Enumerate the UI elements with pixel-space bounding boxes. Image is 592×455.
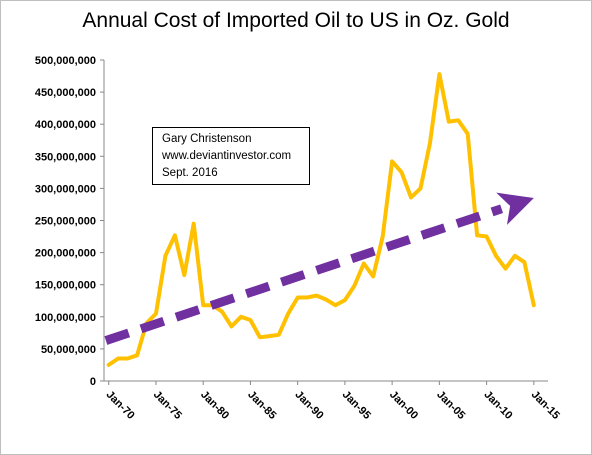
annotation-date: Sept. 2016 [162, 167, 218, 179]
data-point [456, 118, 460, 122]
x-tick-label: Jan-05 [434, 389, 467, 422]
data-point [324, 297, 328, 302]
x-tick-label: Jan-90 [293, 389, 326, 422]
data-point [362, 261, 366, 266]
data-point [173, 233, 177, 237]
data-point [267, 334, 271, 338]
chart-title: Annual Cost of Imported Oil to US in Oz.… [82, 9, 510, 32]
data-point [314, 294, 319, 298]
data-point [258, 335, 262, 339]
data-point [428, 141, 432, 146]
annotation-author: Gary Christenson [162, 133, 252, 145]
x-tick-label: Jan-80 [198, 389, 231, 422]
data-point [229, 324, 234, 329]
data-point [163, 254, 168, 258]
data-point [248, 318, 253, 322]
data-point [390, 159, 394, 164]
data-point [182, 273, 186, 277]
x-tick-label: Jan-85 [245, 389, 278, 422]
y-tick-label: 0 [90, 376, 96, 388]
data-point [466, 132, 470, 136]
data-point [352, 284, 356, 288]
data-point [399, 170, 404, 174]
data-point [296, 295, 300, 300]
trend-arrow-head [496, 192, 534, 225]
data-point [116, 356, 120, 361]
data-point [239, 315, 243, 319]
y-tick-label: 300,000,000 [35, 183, 96, 195]
annotation-box: Gary Christenson www.deviantinvestor.com… [152, 127, 310, 185]
y-tick-label: 50,000,000 [41, 344, 96, 356]
trend-arrow-shaft [104, 204, 503, 345]
data-point [381, 234, 385, 239]
x-tick-label: Jan-10 [481, 389, 514, 422]
annotation-website: www.deviantinvestor.com [162, 150, 292, 162]
y-tick-label: 250,000,000 [35, 216, 96, 228]
data-point [532, 303, 536, 307]
x-tick-label: Jan-95 [340, 389, 373, 422]
y-tick-label: 350,000,000 [35, 151, 96, 163]
data-point [409, 195, 413, 199]
y-tick-label: 500,000,000 [35, 55, 96, 67]
y-tick-label: 450,000,000 [35, 87, 96, 99]
data-point [333, 303, 338, 307]
data-point [494, 254, 498, 258]
y-tick-label: 100,000,000 [35, 312, 96, 324]
data-point [522, 260, 526, 264]
x-tick-label: Jan-70 [104, 389, 137, 422]
data-point [371, 274, 375, 278]
data-point [135, 353, 139, 357]
data-point [437, 72, 441, 76]
data-point [418, 186, 423, 190]
data-point [126, 356, 130, 361]
data-point [305, 295, 309, 300]
data-point [220, 310, 224, 314]
data-point [343, 298, 347, 302]
y-tick-label: 200,000,000 [35, 248, 96, 260]
x-tick-label: Jan-15 [529, 389, 562, 422]
y-tick-label: 400,000,000 [35, 119, 96, 131]
data-point [277, 333, 281, 337]
data-point [513, 254, 517, 258]
data-point [475, 233, 479, 237]
x-tick-label: Jan-00 [387, 389, 420, 422]
data-point [503, 267, 508, 271]
data-point [447, 120, 451, 124]
y-tick-label: 150,000,000 [35, 280, 96, 292]
x-tick-label: Jan-75 [151, 389, 184, 422]
data-point [154, 311, 158, 316]
data-point [107, 363, 111, 367]
series-line [106, 72, 536, 367]
data-point [286, 311, 290, 316]
data-point [192, 222, 196, 226]
data-point [201, 303, 205, 307]
data-point [484, 234, 489, 239]
